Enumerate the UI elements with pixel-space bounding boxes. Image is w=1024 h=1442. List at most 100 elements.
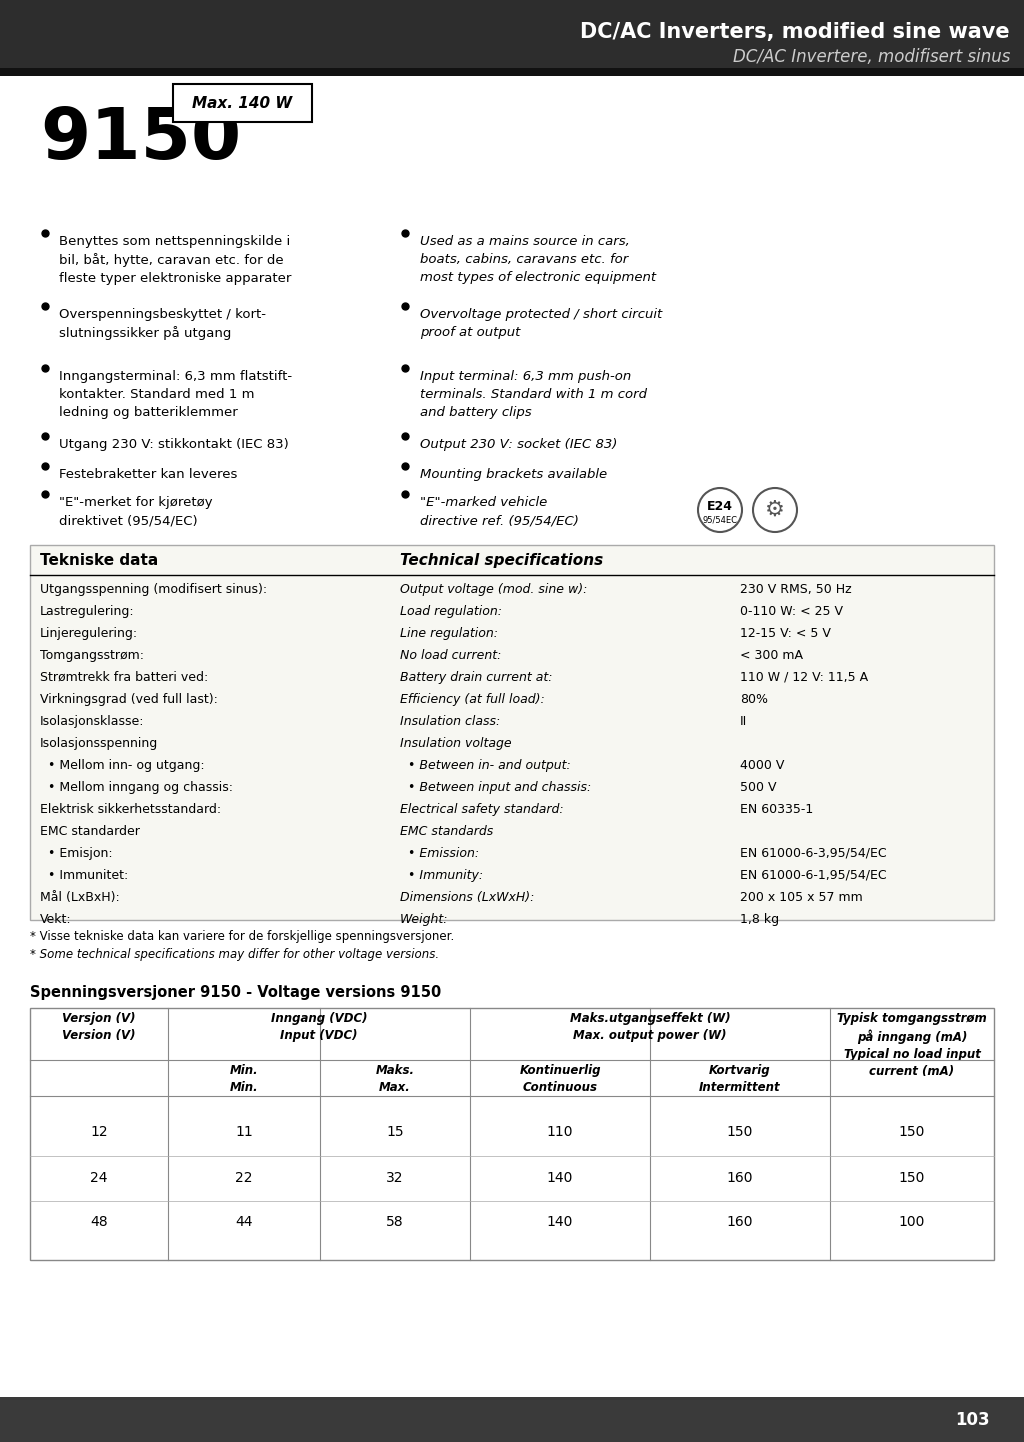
Text: No load current:: No load current: [400,649,502,662]
Text: 11: 11 [236,1126,253,1139]
Text: Linjeregulering:: Linjeregulering: [40,627,138,640]
Text: Isolasjonsspenning: Isolasjonsspenning [40,737,159,750]
Text: EN 61000-6-3,95/54/EC: EN 61000-6-3,95/54/EC [740,846,887,859]
Text: 22: 22 [236,1171,253,1184]
Text: 160: 160 [727,1216,754,1230]
Text: 110: 110 [547,1126,573,1139]
Text: 24: 24 [90,1171,108,1184]
Text: Kontinuerlig
Continuous: Kontinuerlig Continuous [519,1064,601,1094]
Text: 4000 V: 4000 V [740,758,784,771]
Text: EN 61000-6-1,95/54/EC: EN 61000-6-1,95/54/EC [740,870,887,883]
Text: 12-15 V: < 5 V: 12-15 V: < 5 V [740,627,830,640]
Text: Vekt:: Vekt: [40,913,72,926]
Text: • Between in- and output:: • Between in- and output: [400,758,570,771]
Text: Overspenningsbeskyttet / kort-
slutningssikker på utgang: Overspenningsbeskyttet / kort- slutnings… [59,309,266,340]
Text: 140: 140 [547,1171,573,1184]
Text: Efficiency (at full load):: Efficiency (at full load): [400,694,545,707]
Text: Maks.utgangseffekt (W)
Max. output power (W): Maks.utgangseffekt (W) Max. output power… [569,1012,730,1043]
Text: • Between input and chassis:: • Between input and chassis: [400,782,591,795]
Text: EMC standarder: EMC standarder [40,825,140,838]
Text: Elektrisk sikkerhetsstandard:: Elektrisk sikkerhetsstandard: [40,803,221,816]
Text: • Emisjon:: • Emisjon: [40,846,113,859]
Text: * Some technical specifications may differ for other voltage versions.: * Some technical specifications may diff… [30,947,439,960]
Text: Versjon (V)
Version (V): Versjon (V) Version (V) [62,1012,136,1043]
Text: Festebraketter kan leveres: Festebraketter kan leveres [59,469,238,482]
Text: 1,8 kg: 1,8 kg [740,913,779,926]
Text: Mål (LxBxH):: Mål (LxBxH): [40,891,120,904]
Text: Typisk tomgangsstrøm
på inngang (mA)
Typical no load input
current (mA): Typisk tomgangsstrøm på inngang (mA) Typ… [838,1012,987,1079]
Text: Used as a mains source in cars,
boats, cabins, caravans etc. for
most types of e: Used as a mains source in cars, boats, c… [420,235,656,284]
Text: 32: 32 [386,1171,403,1184]
Text: Tomgangsstrøm:: Tomgangsstrøm: [40,649,144,662]
Text: 9150: 9150 [40,105,242,174]
Text: Benyttes som nettspenningskilde i
bil, båt, hytte, caravan etc. for de
fleste ty: Benyttes som nettspenningskilde i bil, b… [59,235,292,286]
Text: 230 V RMS, 50 Hz: 230 V RMS, 50 Hz [740,583,852,596]
Circle shape [753,487,797,532]
Text: • Immunitet:: • Immunitet: [40,870,128,883]
FancyBboxPatch shape [30,545,994,920]
Text: Electrical safety standard:: Electrical safety standard: [400,803,563,816]
Text: Battery drain current at:: Battery drain current at: [400,671,553,684]
Text: 200 x 105 x 57 mm: 200 x 105 x 57 mm [740,891,863,904]
Text: "E"-marked vehicle
directive ref. (95/54/EC): "E"-marked vehicle directive ref. (95/54… [420,496,579,526]
Text: Input terminal: 6,3 mm push-on
terminals. Standard with 1 m cord
and battery cli: Input terminal: 6,3 mm push-on terminals… [420,371,647,420]
Text: 150: 150 [899,1171,926,1184]
Text: Utgangsspenning (modifisert sinus):: Utgangsspenning (modifisert sinus): [40,583,267,596]
Text: Line regulation:: Line regulation: [400,627,498,640]
Text: 58: 58 [386,1216,403,1230]
Text: "E"-merket for kjøretøy
direktivet (95/54/EC): "E"-merket for kjøretøy direktivet (95/5… [59,496,213,526]
Circle shape [698,487,742,532]
Text: Overvoltage protected / short circuit
proof at output: Overvoltage protected / short circuit pr… [420,309,663,339]
Text: 48: 48 [90,1216,108,1230]
Text: Max. 140 W: Max. 140 W [193,95,293,111]
Text: II: II [740,715,748,728]
Text: • Mellom inngang og chassis:: • Mellom inngang og chassis: [40,782,233,795]
Text: Spenningsversjoner 9150 - Voltage versions 9150: Spenningsversjoner 9150 - Voltage versio… [30,985,441,999]
Text: Dimensions (LxWxH):: Dimensions (LxWxH): [400,891,535,904]
Text: 160: 160 [727,1171,754,1184]
Text: 15: 15 [386,1126,403,1139]
Text: Mounting brackets available: Mounting brackets available [420,469,607,482]
Text: • Emission:: • Emission: [400,846,479,859]
Text: < 300 mA: < 300 mA [740,649,803,662]
Text: ⚙: ⚙ [765,500,785,521]
Text: Load regulation:: Load regulation: [400,606,502,619]
FancyBboxPatch shape [0,1397,1024,1442]
Text: Technical specifications: Technical specifications [400,552,603,568]
Text: 140: 140 [547,1216,573,1230]
Text: Maks.
Max.: Maks. Max. [376,1064,415,1094]
Text: 150: 150 [727,1126,754,1139]
Text: 44: 44 [236,1216,253,1230]
Text: 0-110 W: < 25 V: 0-110 W: < 25 V [740,606,843,619]
Text: Inngangsterminal: 6,3 mm flatstift-
kontakter. Standard med 1 m
ledning og batte: Inngangsterminal: 6,3 mm flatstift- kont… [59,371,292,420]
Text: Insulation voltage: Insulation voltage [400,737,512,750]
Text: Lastregulering:: Lastregulering: [40,606,134,619]
FancyBboxPatch shape [0,0,1024,68]
Text: Isolasjonsklasse:: Isolasjonsklasse: [40,715,144,728]
Text: 12: 12 [90,1126,108,1139]
Text: DC/AC Invertere, modifisert sinus: DC/AC Invertere, modifisert sinus [732,48,1010,66]
Text: * Visse tekniske data kan variere for de forskjellige spenningsversjoner.: * Visse tekniske data kan variere for de… [30,930,455,943]
Text: Weight:: Weight: [400,913,449,926]
Text: Tekniske data: Tekniske data [40,552,159,568]
Text: 500 V: 500 V [740,782,776,795]
Text: • Mellom inn- og utgang:: • Mellom inn- og utgang: [40,758,205,771]
Text: Kortvarig
Intermittent: Kortvarig Intermittent [699,1064,781,1094]
Text: Output voltage (mod. sine w):: Output voltage (mod. sine w): [400,583,588,596]
Text: E24: E24 [707,500,733,513]
Text: Inngang (VDC)
Input (VDC): Inngang (VDC) Input (VDC) [270,1012,368,1043]
FancyBboxPatch shape [0,68,1024,76]
Text: Utgang 230 V: stikkontakt (IEC 83): Utgang 230 V: stikkontakt (IEC 83) [59,438,289,451]
Text: EMC standards: EMC standards [400,825,494,838]
Text: Virkningsgrad (ved full last):: Virkningsgrad (ved full last): [40,694,218,707]
Text: Output 230 V: socket (IEC 83): Output 230 V: socket (IEC 83) [420,438,617,451]
Text: Min.
Min.: Min. Min. [229,1064,258,1094]
FancyBboxPatch shape [173,84,312,123]
FancyBboxPatch shape [30,1008,994,1260]
Text: 103: 103 [955,1412,990,1429]
Text: 95/54EC: 95/54EC [702,515,737,525]
Text: Insulation class:: Insulation class: [400,715,501,728]
Text: Strømtrekk fra batteri ved:: Strømtrekk fra batteri ved: [40,671,208,684]
Text: • Immunity:: • Immunity: [400,870,483,883]
Text: DC/AC Inverters, modified sine wave: DC/AC Inverters, modified sine wave [581,22,1010,42]
